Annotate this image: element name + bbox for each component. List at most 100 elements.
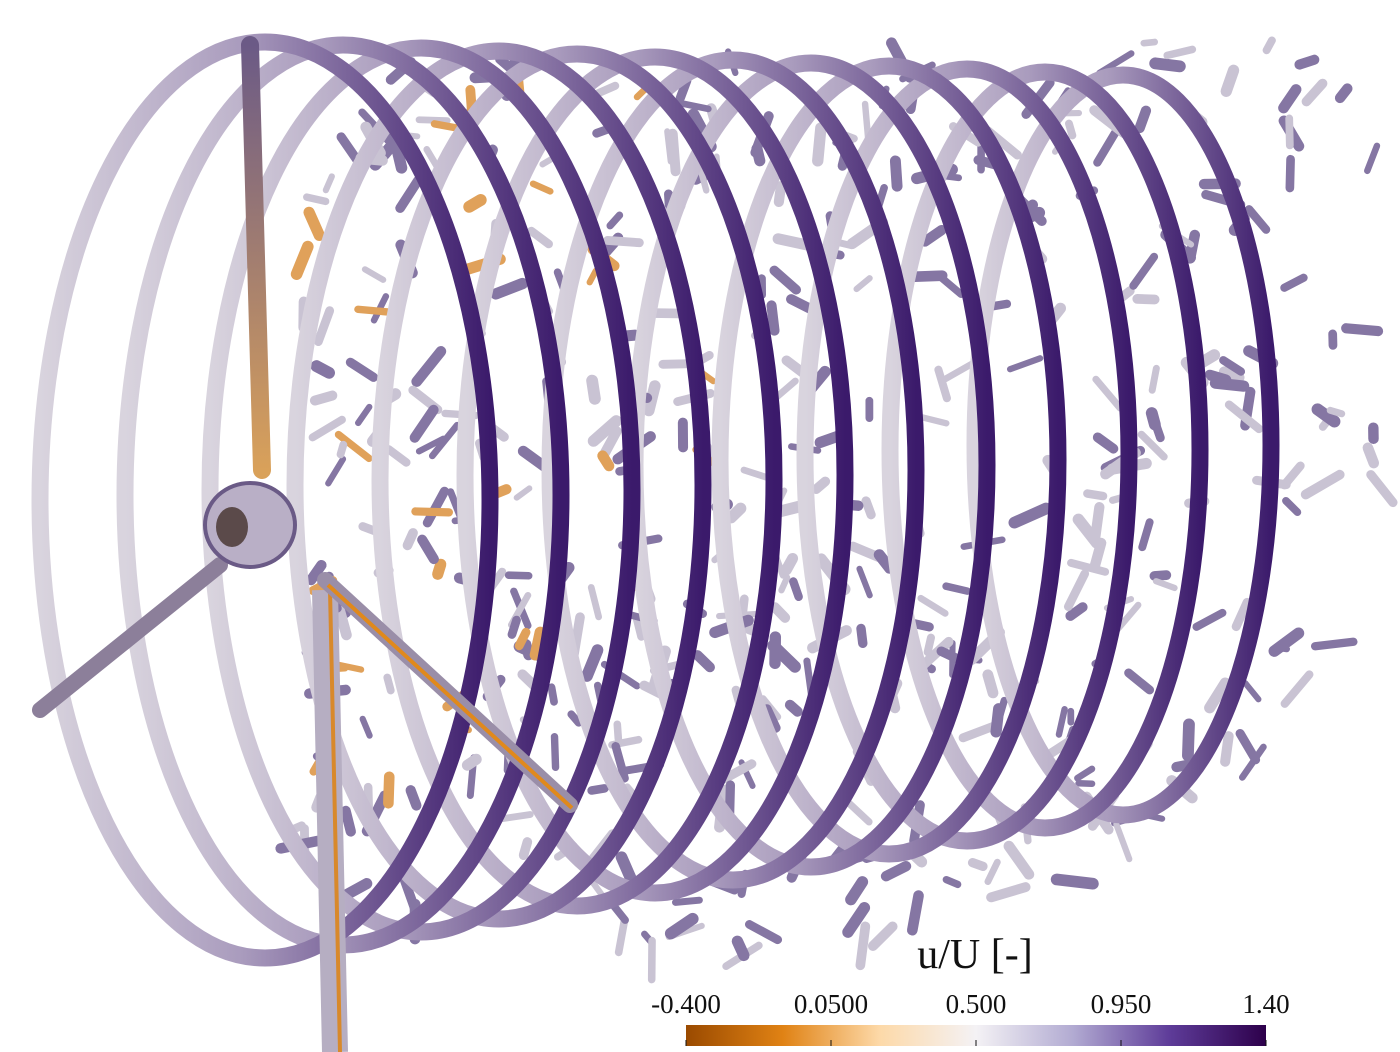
vortex-fragment [1096, 379, 1120, 408]
vortex-fragment [592, 788, 605, 790]
vortex-fragment [851, 882, 863, 900]
vortex-fragment [1129, 673, 1150, 690]
vortex-fragment [469, 200, 480, 207]
vortex-fragment [816, 481, 825, 489]
vortex-fragment [1340, 89, 1347, 98]
vortex-fragment [1276, 647, 1287, 649]
vortex-fragment [512, 620, 517, 634]
vortex-fragment [1226, 70, 1233, 91]
vortex-fragment [1156, 581, 1175, 588]
vortex-fragment [1315, 642, 1353, 646]
vortex-fragment [1155, 63, 1180, 66]
vortex-fragment [945, 364, 972, 379]
vortex-fragment [946, 880, 957, 885]
vortex-fragment [988, 675, 993, 693]
vortex-fragment [1267, 40, 1272, 50]
vortex-fragment [731, 508, 741, 517]
vortex-fragment [973, 863, 983, 867]
vortex-fragment [555, 737, 556, 768]
vortex-fragment [857, 278, 870, 289]
vortex-fragment [1116, 824, 1129, 859]
vortex-fragment [524, 842, 528, 855]
vortex-fragment [341, 445, 344, 455]
vortex-fragment [358, 407, 369, 423]
vortex-fragment [307, 197, 326, 201]
vortex-fragment [608, 240, 640, 242]
vortex-fragment [340, 611, 347, 635]
vortex-fragment [531, 231, 548, 244]
vortex-fragment [315, 396, 332, 401]
vortex-fragment [697, 655, 709, 667]
vortex-fragment [778, 239, 806, 245]
vortex-fragment [422, 540, 434, 559]
vortex-fragment [1087, 494, 1103, 496]
colorbar-tick-label: 0.0500 [794, 989, 868, 1019]
vortex-fragment [775, 607, 785, 617]
vortex-fragment [350, 362, 373, 377]
vortex-fragment [533, 184, 550, 192]
vortex-fragment [1142, 522, 1149, 547]
vortex-fragment [848, 803, 869, 822]
vortex-fragment [587, 650, 598, 676]
vortex-fragment [749, 924, 777, 939]
colorbar-title: u/U [-] [917, 932, 1032, 978]
vortex-fragment [519, 632, 526, 646]
vortex-fragment [1371, 475, 1393, 503]
vortex-fragment [318, 311, 329, 342]
vortex-fragment [388, 777, 389, 804]
vortex-fragment [1069, 124, 1072, 136]
colorbar-tick-label: -0.400 [651, 989, 721, 1019]
hub-center [216, 507, 248, 547]
vortex-fragment [467, 759, 476, 765]
vortex-fragment [1285, 674, 1310, 703]
vortex-fragment [551, 687, 554, 702]
vortex-fragment [1167, 49, 1192, 55]
vortex-fragment [1095, 543, 1101, 565]
vortex-fragment [389, 449, 407, 462]
vortex-fragment [617, 724, 618, 739]
vortex-fragment [1299, 60, 1314, 65]
vortex-fragment [938, 370, 947, 398]
vortex-fragment [1057, 879, 1093, 883]
vortex-fragment [988, 862, 997, 881]
vortex-fragment [427, 491, 444, 522]
vortex-fragment [400, 180, 418, 208]
vortex-fragment [603, 456, 609, 466]
colorbar-tick-label: 0.950 [1091, 989, 1152, 1019]
vortex-fragment [928, 638, 931, 652]
vortex-fragment [1154, 575, 1166, 576]
vortex-fragment [675, 900, 699, 902]
vortex-fragment [592, 381, 595, 399]
vortex-fragment [737, 941, 743, 955]
vortex-fragment [673, 134, 676, 172]
vortex-fragment [1009, 846, 1029, 874]
vortex-fragment [921, 598, 945, 613]
vortex-fragment [328, 459, 343, 483]
vortex-fragment [1140, 111, 1146, 128]
colorbar-tick-label: 1.40 [1242, 989, 1289, 1019]
vortex-fragment [1306, 475, 1340, 495]
vortex-fragment [1070, 607, 1082, 616]
vortex-fragment [861, 629, 863, 644]
vortex-fragment [415, 410, 434, 438]
vortex-fragment [1152, 368, 1156, 390]
vortex-fragment [912, 896, 918, 931]
vortex-fragment [1068, 574, 1084, 607]
vortex-fragment [946, 586, 967, 591]
vortex-fragment [859, 569, 869, 596]
vortex-fragment [1059, 709, 1065, 734]
vortex-fragment [793, 582, 798, 597]
vortex-fragment [346, 811, 351, 832]
vortex-fragment [1097, 133, 1115, 162]
vortex-fragment [1225, 736, 1228, 762]
vortex-fragment [991, 887, 1025, 897]
vortex-fragment [365, 269, 383, 279]
vortex-fragment [781, 577, 787, 590]
vortex-fragment [526, 644, 528, 655]
vortex-fragment [1000, 700, 1004, 715]
vortex-fragment [779, 186, 781, 202]
vortex-fragment [1077, 769, 1092, 778]
vortex-fragment [517, 488, 530, 497]
vortex-fragment [590, 271, 596, 282]
vortex-fragment [438, 564, 441, 574]
